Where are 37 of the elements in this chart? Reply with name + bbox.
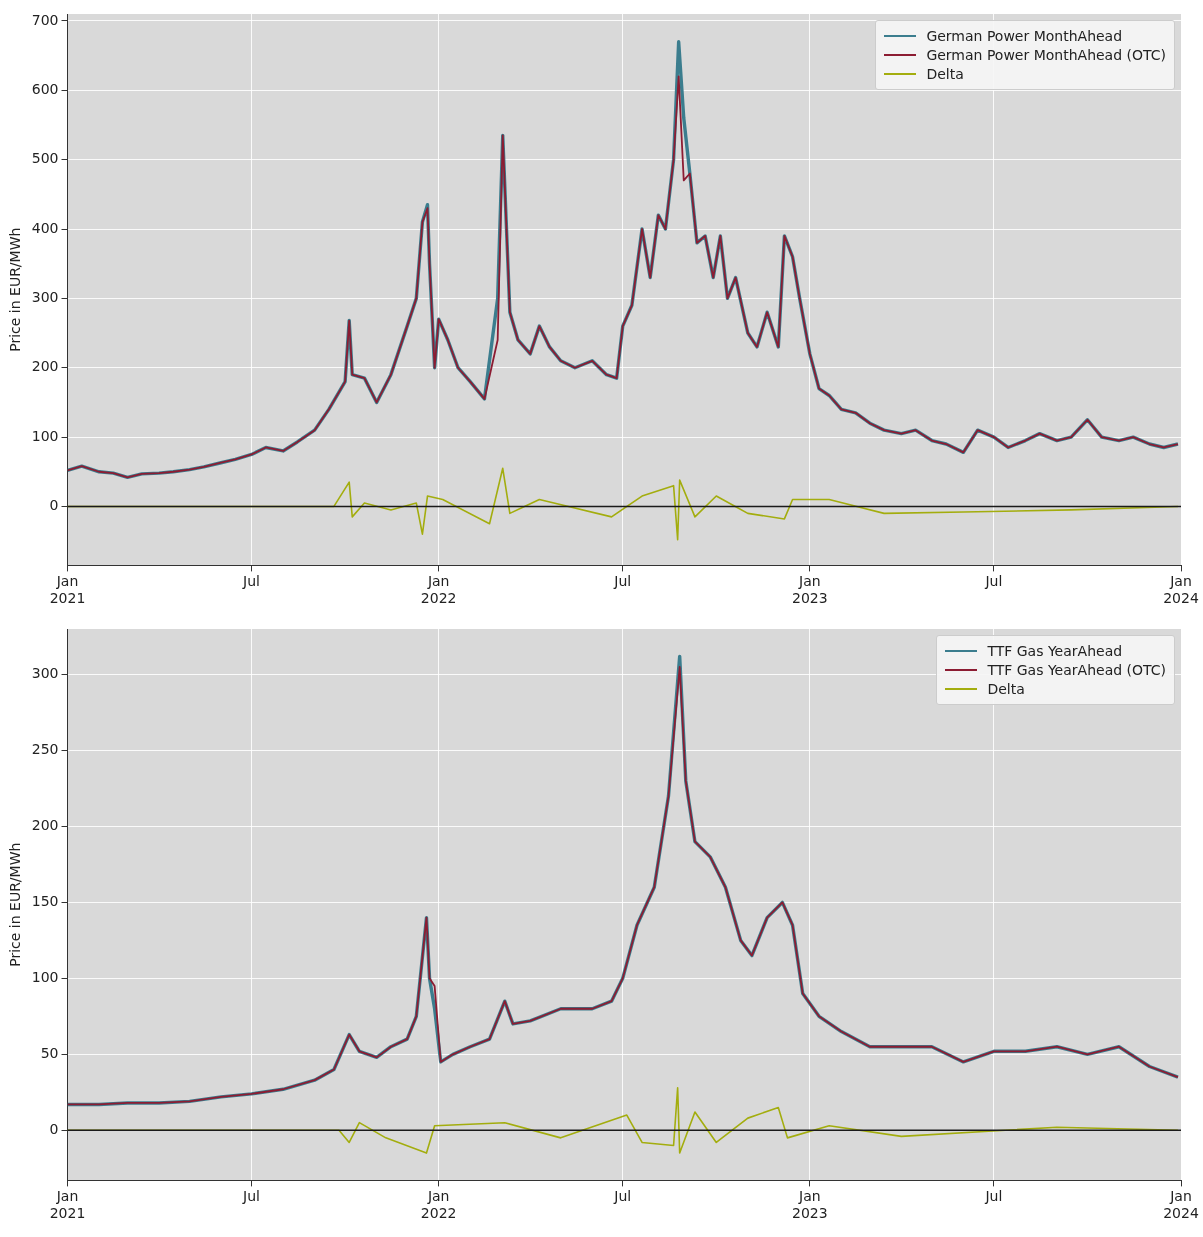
x-tick-label: Jul [613, 573, 632, 590]
legend-label: German Power MonthAhead [926, 28, 1123, 44]
legend-label: Delta [987, 681, 1025, 697]
legend-label: German Power MonthAhead (OTC) [926, 47, 1166, 63]
y-tick-label: 50 [40, 1044, 59, 1061]
y-tick-label: 600 [31, 80, 59, 97]
x-tick-label: Jul [242, 573, 261, 590]
x-tick-label: Jul [242, 1188, 261, 1205]
x-tick-label: Jan 2022 [420, 573, 457, 607]
y-tick-label: 100 [31, 969, 59, 986]
y-tick-label: 0 [49, 1120, 59, 1137]
y-tick-label: 400 [31, 219, 59, 236]
y-tick-label: 0 [49, 497, 59, 514]
y-tick-label: 250 [31, 741, 59, 758]
y-tick-label: 100 [31, 427, 59, 444]
x-tick-label: Jan 2023 [792, 1188, 828, 1222]
y-tick-label: 700 [31, 11, 59, 28]
x-tick-label: Jul [984, 573, 1003, 590]
x-tick-label: Jan 2021 [49, 573, 86, 607]
legend-label: Delta [926, 66, 964, 82]
y-tick-label: 300 [31, 665, 59, 682]
x-tick-label: Jan 2023 [792, 573, 828, 607]
legend-label: TTF Gas YearAhead [987, 643, 1123, 659]
x-tick-label: Jan 2021 [49, 1188, 86, 1222]
y-axis-title: Price in EUR/MWh [7, 227, 24, 352]
x-tick-label: Jul [984, 1188, 1003, 1205]
x-tick-label: Jan 2022 [420, 1188, 457, 1222]
x-tick-label: Jan 2024 [1163, 573, 1199, 607]
x-tick-label: Jan 2024 [1163, 1188, 1199, 1222]
y-tick-label: 150 [31, 893, 59, 910]
legend-label: TTF Gas YearAhead (OTC) [987, 662, 1166, 678]
y-tick-label: 200 [31, 358, 59, 375]
y-axis-title: Price in EUR/MWh [7, 842, 24, 967]
y-tick-label: 500 [31, 150, 59, 167]
y-tick-label: 200 [31, 817, 59, 834]
y-tick-label: 300 [31, 289, 59, 306]
x-tick-label: Jul [613, 1188, 632, 1205]
